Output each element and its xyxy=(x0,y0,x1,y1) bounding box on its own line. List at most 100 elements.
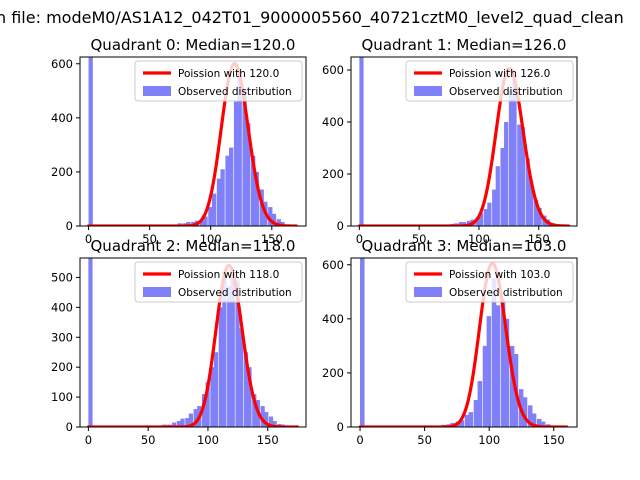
quadrant-0-xtick-label-0: 0 xyxy=(85,232,92,246)
quadrant-0-bar-14 xyxy=(225,155,230,226)
quadrant-2-legend-box xyxy=(134,261,303,303)
quadrant-0-panel: 0 50 100 150 0 200 400 600 Quadrant 0: Median=12… xyxy=(51,36,307,246)
quadrant-0-bar-24 xyxy=(268,207,273,226)
quadrant-1-bar-5 xyxy=(458,222,463,226)
quadrant-2-xtick-label-3: 150 xyxy=(257,433,279,447)
quadrant-2-bar-20 xyxy=(227,286,232,427)
quadrant-2-bar-21 xyxy=(230,268,235,427)
quadrant-1-bar-10 xyxy=(478,213,484,226)
quadrant-1-xtick-label-1: 50 xyxy=(412,232,427,246)
quadrant-1-bar-12 xyxy=(487,202,492,226)
quadrant-3-bar-12 xyxy=(482,345,488,427)
quadrant-0-legend-observed-label: Observed distribution xyxy=(178,86,292,98)
quadrant-0-xtick-label-3: 150 xyxy=(261,232,283,246)
quadrant-2-bar-22 xyxy=(235,280,240,427)
quadrant-3-ytick-label-2: 400 xyxy=(322,312,344,326)
quadrant-0-xtick-label-1: 50 xyxy=(142,232,157,246)
quadrant-3-bar-11 xyxy=(477,381,483,427)
quadrant-2-ytick-label-5: 500 xyxy=(51,270,73,284)
quadrant-1-bar-14 xyxy=(495,166,500,226)
quadrant-1-axes-frame xyxy=(350,56,578,227)
quadrant-0-bar-11 xyxy=(211,193,217,226)
quadrant-2-bar-18 xyxy=(218,307,223,427)
quadrant-3-ytick-label-3: 600 xyxy=(322,258,344,272)
quadrant-1-bar-0 xyxy=(359,57,364,226)
quadrant-2-ytick-label-1: 100 xyxy=(51,390,73,404)
quadrant-2-bar-16 xyxy=(210,367,215,427)
quadrant-2-bar-30 xyxy=(268,416,274,427)
quadrant-0-bar-26 xyxy=(276,219,281,226)
quadrant-0-ytick-label-0: 0 xyxy=(66,219,73,233)
quadrant-3-ytick-label-1: 200 xyxy=(322,366,344,380)
quadrant-1-ytick-label-2: 400 xyxy=(322,115,344,129)
quadrant-2-ytick-label-4: 400 xyxy=(51,300,73,314)
quadrant-2-xtick-label-0: 0 xyxy=(85,433,92,447)
quadrant-3-bar-9 xyxy=(468,412,474,427)
quadrant-3-legend-patch-swatch xyxy=(414,287,442,297)
quadrant-1-bar-18 xyxy=(512,75,517,226)
quadrant-2-bar-9 xyxy=(180,418,185,427)
quadrant-0-title: Quadrant 0: Median=120.0 xyxy=(91,36,296,54)
quadrant-panels: 0 50 100 150 0 200 400 600 Quadrant 0: Median=12… xyxy=(51,36,578,447)
quadrant-3-bar-7 xyxy=(459,420,464,427)
quadrant-2-bar-19 xyxy=(222,271,227,427)
quadrant-0-bar-18 xyxy=(242,89,247,226)
quadrant-1-legend-box xyxy=(405,60,574,102)
quadrant-0-bar-12 xyxy=(216,178,222,226)
quadrant-2-bar-28 xyxy=(260,406,265,427)
quadrant-2-legend-patch-swatch xyxy=(143,287,171,297)
quadrant-2-bar-0 xyxy=(88,258,93,427)
quadrant-0-bar-8 xyxy=(199,220,204,226)
quadrant-1-legend-poisson-label: Poission with 126.0 xyxy=(449,68,550,80)
quadrant-0-bar-25 xyxy=(271,213,277,226)
quadrant-3-xtick-label-0: 0 xyxy=(356,433,363,447)
quadrant-2-bar-7 xyxy=(172,422,177,427)
quadrant-3-xtick-label-1: 50 xyxy=(417,433,432,447)
quadrant-2-bar-17 xyxy=(213,352,219,427)
quadrant-3-legend-box xyxy=(405,261,574,303)
quadrant-0-bar-5 xyxy=(186,221,191,226)
quadrant-2-bar-26 xyxy=(252,394,257,427)
quadrant-0-bar-15 xyxy=(229,147,234,226)
quadrant-1-bar-23 xyxy=(533,200,539,226)
quadrant-1-bar-19 xyxy=(517,124,522,226)
quadrant-0-legend-patch-swatch xyxy=(143,86,171,96)
figure-suptitle: n file: modeM0/AS1A12_042T01_9000005560_… xyxy=(0,8,624,28)
quadrant-3-xtick-label-2: 100 xyxy=(478,433,500,447)
quadrant-2-bar-10 xyxy=(185,418,190,427)
quadrant-1-bar-9 xyxy=(475,218,480,226)
quadrant-0-legend-poisson-label: Poission with 120.0 xyxy=(178,68,279,80)
quadrant-2-bar-14 xyxy=(201,394,207,427)
quadrant-2-xtick-label-2: 100 xyxy=(197,433,219,447)
quadrant-3-bar-8 xyxy=(464,414,470,427)
quadrant-2-bar-24 xyxy=(243,352,249,427)
quadrant-2-axes-frame xyxy=(79,257,307,428)
quadrant-1-bar-22 xyxy=(529,181,534,226)
quadrant-0-bar-20 xyxy=(251,155,256,226)
quadrant-1-ytick-label-3: 600 xyxy=(322,63,344,77)
quadrant-3-bar-0 xyxy=(360,258,365,427)
quadrant-2-plot-area xyxy=(86,258,300,427)
quadrant-2-legend-observed-label: Observed distribution xyxy=(178,287,292,299)
quadrant-3-xtick-label-3: 150 xyxy=(543,433,565,447)
quadrant-1-legend-observed-label: Observed distribution xyxy=(449,86,563,98)
quadrant-2-bar-23 xyxy=(239,328,244,427)
quadrant-3-poisson-line xyxy=(358,261,569,427)
quadrant-3-bar-18 xyxy=(509,345,515,427)
quadrant-2-bar-31 xyxy=(272,421,277,427)
quadrant-3-bar-15 xyxy=(495,305,501,427)
quadrant-3-bar-13 xyxy=(486,316,492,427)
quadrant-2-bar-29 xyxy=(264,412,269,427)
quadrant-3-bar-23 xyxy=(531,413,537,427)
quadrant-2-ytick-label-2: 200 xyxy=(51,360,73,374)
quadrant-3-bar-14 xyxy=(491,278,497,427)
quadrant-2-bar-15 xyxy=(205,382,210,427)
quadrant-1-xtick-label-3: 150 xyxy=(528,232,550,246)
quadrant-2-poisson-line xyxy=(86,263,300,427)
quadrant-0-bar-17 xyxy=(237,77,242,226)
quadrant-3-bar-10 xyxy=(473,399,479,427)
quadrant-0-ytick-label-1: 200 xyxy=(51,165,73,179)
quadrant-1-bar-13 xyxy=(492,189,497,226)
quadrant-1-ytick-label-1: 200 xyxy=(322,167,344,181)
